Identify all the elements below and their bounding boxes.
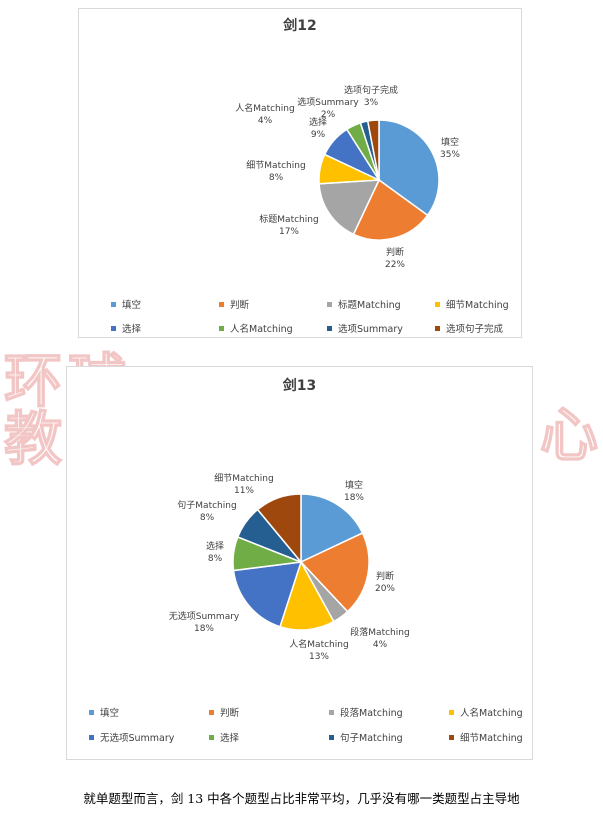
legend-item: 细节Matching: [435, 297, 509, 311]
legend-item: 选择: [111, 321, 141, 335]
legend-swatch: [327, 301, 332, 307]
pie-slice: [279, 560, 335, 631]
slice-percent-label: 17%: [279, 227, 299, 237]
pie-plot: 填空 18% 判断 20% 段落Matching 4% 人名Matching 13% 无选项Su…: [169, 472, 410, 662]
slice-percent-label: 8%: [208, 554, 223, 564]
legend-label: 判断: [220, 708, 240, 719]
legend-label: 细节Matching: [446, 300, 509, 311]
legend-label: 细节Matching: [460, 733, 523, 744]
legend-label: 选择: [122, 324, 142, 335]
legend-swatch: [219, 301, 224, 307]
slice-category-label: 人名Matching: [235, 102, 294, 114]
caption-text: 就单题型而言，剑 13 中各个题型占比非常平均，几乎没有哪一类题型占主导地: [83, 791, 520, 806]
chart-title: 剑13: [282, 378, 317, 394]
pie-slice: [366, 119, 380, 181]
slice-category-label: 填空: [441, 136, 459, 148]
slice-percent-label: 4%: [258, 116, 273, 126]
legend-swatch: [111, 301, 116, 307]
pie-slice: [378, 119, 440, 217]
slice-category-label: 句子Matching: [177, 499, 236, 511]
legend-label: 句子Matching: [340, 733, 403, 744]
slice-percent-label: 22%: [385, 260, 405, 270]
slice-category-label: 选择: [206, 540, 224, 552]
legend-label: 选择: [220, 733, 240, 744]
slice-percent-label: 8%: [200, 513, 215, 523]
legend-item: 判断: [209, 705, 239, 719]
watermark-text-3: 心: [539, 400, 603, 470]
legend-swatch: [219, 325, 224, 331]
slice-category-label: 无选项Summary: [169, 610, 240, 622]
slice-percent-label: 35%: [440, 150, 460, 160]
slice-category-label: 选项句子完成: [344, 84, 398, 96]
legend-label: 填空: [122, 300, 142, 311]
slice-percent-label: 2%: [321, 110, 336, 120]
slice-percent-label: 18%: [344, 493, 364, 503]
pie-slice: [318, 179, 381, 236]
slice-category-label: 细节Matching: [246, 159, 305, 171]
legend-swatch: [89, 709, 94, 715]
legend-item: 人名Matching: [449, 705, 523, 719]
slice-category-label: 判断: [386, 246, 404, 258]
pie-slice: [300, 493, 364, 564]
legend-label: 标题Matching: [338, 300, 401, 311]
slice-category-label: 选择: [309, 116, 327, 128]
legend-swatch: [209, 709, 214, 715]
pie-chart-jian13: 剑13 填空 18% 判断 20% 段落Matching 4% 人名Matching 13% 无…: [66, 366, 533, 760]
slice-percent-label: 18%: [194, 624, 214, 634]
legend-item: 判断: [219, 297, 249, 311]
slice-category-label: 判断: [376, 570, 394, 582]
legend-item: 句子Matching: [329, 730, 403, 744]
slice-category-label: 填空: [345, 479, 363, 491]
legend-label: 人名Matching: [230, 324, 293, 335]
legend-swatch: [327, 325, 332, 331]
legend-swatch: [449, 709, 454, 715]
slice-category-label: 细节Matching: [214, 472, 273, 484]
legend-item: 选项句子完成: [435, 321, 503, 335]
legend-swatch: [111, 325, 116, 331]
legend-swatch: [435, 301, 440, 307]
legend-swatch: [449, 734, 454, 740]
slice-category-label: 标题Matching: [259, 213, 318, 225]
legend-label: 无选项Summary: [100, 733, 175, 744]
legend-item: 选项Summary: [327, 321, 403, 335]
legend-item: 选择: [209, 730, 239, 744]
legend-label: 判断: [230, 300, 250, 311]
slice-percent-label: 9%: [311, 130, 326, 140]
legend-swatch: [329, 734, 334, 740]
slice-category-label: 人名Matching: [289, 638, 348, 650]
legend-item: 人名Matching: [219, 321, 293, 335]
chart-title: 剑12: [283, 18, 317, 34]
slice-category-label: 选项Summary: [297, 96, 359, 108]
legend-item: 填空: [111, 297, 141, 311]
watermark-text-2: 教: [3, 404, 69, 474]
slice-percent-label: 3%: [364, 98, 379, 108]
legend-label: 人名Matching: [460, 708, 523, 719]
legend-label: 选项句子完成: [446, 324, 504, 335]
slice-percent-label: 11%: [234, 486, 254, 496]
pie-slice: [256, 493, 302, 565]
slice-percent-label: 20%: [375, 584, 395, 594]
legend-label: 填空: [100, 708, 120, 719]
legend-item: 段落Matching: [329, 705, 403, 719]
legend-item: 细节Matching: [449, 730, 523, 744]
pie-slice: [232, 561, 303, 628]
slice-percent-label: 8%: [269, 173, 284, 183]
legend-item: 无选项Summary: [89, 730, 174, 744]
slice-percent-label: 4%: [373, 640, 388, 650]
slice-percent-label: 13%: [309, 652, 329, 662]
legend-label: 选项Summary: [338, 324, 403, 335]
legend-swatch: [89, 734, 94, 740]
pie-plot: 填空 35% 判断 22% 标题Matching 17% 细节Matching 8% 选择 9% 人…: [235, 84, 460, 270]
legend-swatch: [329, 709, 334, 715]
legend-item: 填空: [89, 705, 119, 719]
pie-slice: [299, 532, 370, 613]
legend-label: 段落Matching: [340, 708, 403, 719]
pie-chart-jian12: 剑12 填空 35% 判断 22% 标题Matching 17% 细节Matching 8% 选…: [78, 8, 522, 338]
slice-category-label: 段落Matching: [350, 626, 409, 638]
legend-item: 标题Matching: [327, 297, 401, 311]
legend-swatch: [435, 325, 440, 331]
legend-swatch: [209, 734, 214, 740]
